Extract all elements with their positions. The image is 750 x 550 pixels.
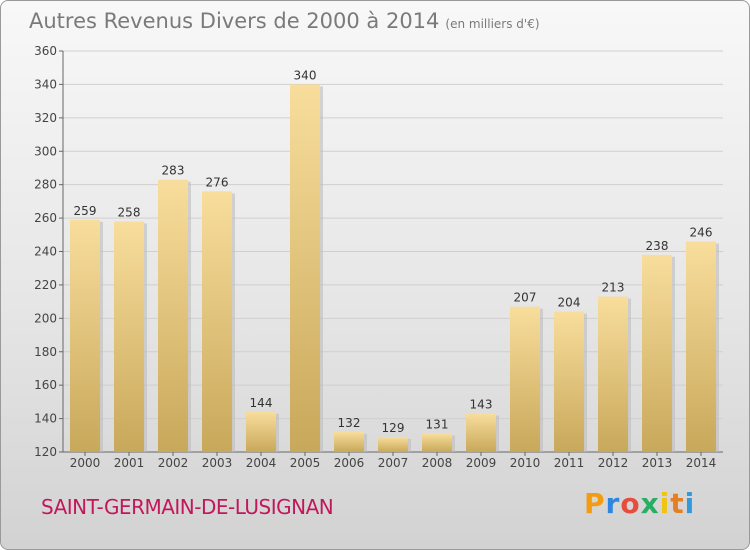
- value-label: 258: [118, 205, 141, 219]
- axes: 120 140 160 180 200 220 240 260 280 300 320 340 360 2…: [34, 44, 723, 470]
- logo-letter: o: [620, 487, 641, 520]
- bar: [290, 84, 320, 453]
- y-tick-label: 140: [34, 412, 57, 426]
- bar: [246, 411, 276, 452]
- logo-letter: x: [640, 487, 660, 520]
- bar: [686, 241, 716, 452]
- x-tick-label: 2003: [202, 456, 233, 470]
- chart-title: Autres Revenus Divers de 2000 à 2014 (en …: [29, 9, 540, 33]
- value-label: 213: [602, 281, 625, 295]
- logo-letter: i: [684, 487, 696, 520]
- proxiti-logo: Proxiti: [584, 487, 695, 520]
- value-label: 207: [514, 291, 537, 305]
- logo-letter: t: [670, 487, 685, 520]
- labels: 259 258 283 276 144 340 132 129 131 143 207 204 213 2…: [74, 68, 713, 435]
- value-label: 246: [690, 225, 713, 239]
- value-label: 144: [250, 396, 273, 410]
- value-label: 129: [382, 421, 405, 435]
- y-tick-label: 220: [34, 278, 57, 292]
- y-tick-label: 340: [34, 77, 57, 91]
- y-tick-label: 280: [34, 178, 57, 192]
- value-label: 143: [470, 398, 493, 412]
- title-text: Autres Revenus Divers de 2000 à 2014: [29, 9, 440, 33]
- value-label: 132: [338, 416, 361, 430]
- bar: [510, 306, 540, 452]
- bars: [70, 84, 719, 453]
- bar: [70, 219, 100, 452]
- bar: [554, 311, 584, 452]
- x-tick-label: 2002: [158, 456, 189, 470]
- y-tick-label: 360: [34, 44, 57, 58]
- value-label: 283: [162, 164, 185, 178]
- logo-letter: r: [605, 487, 621, 520]
- x-tick-label: 2008: [422, 456, 453, 470]
- x-tick-label: 2007: [378, 456, 409, 470]
- value-label: 340: [294, 68, 317, 82]
- value-label: 131: [426, 418, 449, 432]
- title-unit: (en milliers d'€): [445, 17, 540, 31]
- bar: [598, 296, 628, 452]
- x-tick-label: 2009: [466, 456, 497, 470]
- y-tick-label: 200: [34, 311, 57, 325]
- y-tick-label: 320: [34, 111, 57, 125]
- x-tick-label: 2010: [510, 456, 541, 470]
- logo-letter: P: [584, 487, 606, 520]
- x-tick-label: 2001: [114, 456, 145, 470]
- commune-name: SAINT-GERMAIN-DE-LUSIGNAN: [41, 495, 334, 519]
- y-tick-label: 260: [34, 211, 57, 225]
- x-tick-label: 2011: [554, 456, 585, 470]
- bar: [642, 254, 672, 452]
- y-tick-label: 180: [34, 345, 57, 359]
- y-tick-label: 300: [34, 144, 57, 158]
- y-tick-label: 120: [34, 445, 57, 459]
- bar: [378, 436, 408, 452]
- value-label: 204: [558, 296, 581, 310]
- x-tick-label: 2005: [290, 456, 321, 470]
- bar: [158, 179, 188, 452]
- x-tick-label: 2004: [246, 456, 277, 470]
- bar: [422, 433, 452, 452]
- logo-letter: i: [659, 487, 671, 520]
- x-tick-label: 2013: [642, 456, 673, 470]
- x-tick-label: 2000: [70, 456, 101, 470]
- value-label: 259: [74, 204, 97, 218]
- x-tick-label: 2014: [686, 456, 717, 470]
- y-tick-label: 240: [34, 245, 57, 259]
- value-label: 276: [206, 175, 229, 189]
- bar: [114, 221, 144, 452]
- value-label: 238: [646, 239, 669, 253]
- x-tick-label: 2012: [598, 456, 629, 470]
- x-tick-label: 2006: [334, 456, 365, 470]
- y-tick-label: 160: [34, 378, 57, 392]
- bar: [202, 191, 232, 452]
- bar: [466, 413, 496, 452]
- bar: [334, 431, 364, 452]
